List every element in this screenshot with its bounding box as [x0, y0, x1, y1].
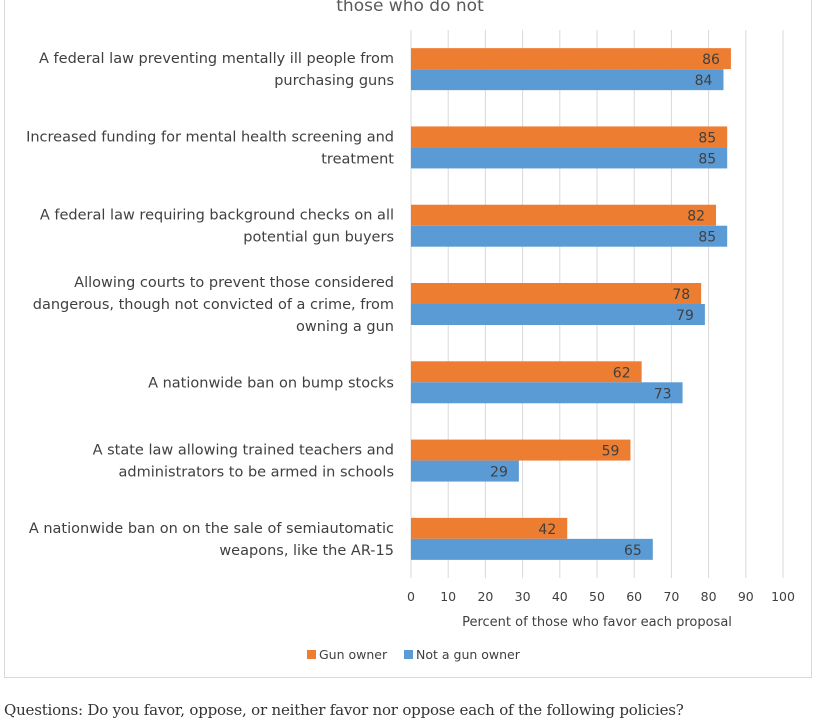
bar-gun-owner: [411, 439, 631, 461]
x-tick-label: 40: [552, 589, 568, 604]
bar-not-gun-owner: [411, 304, 705, 325]
x-tick-label: 90: [738, 589, 754, 604]
legend-label: Gun owner: [319, 647, 388, 662]
bar-not-gun-owner: [411, 538, 653, 560]
chart-frame: [4, 0, 812, 678]
bar-gun-owner: [411, 204, 717, 226]
legend: Gun owner Not a gun owner: [307, 647, 521, 662]
category-label: A federal law preventing mentally ill pe…: [39, 51, 394, 89]
x-tick-label: 0: [407, 589, 415, 604]
x-tick-label: 100: [771, 589, 795, 604]
category-label: Allowing courts to prevent those conside…: [33, 275, 394, 335]
bar-not-gun-owner: [411, 460, 519, 482]
bar-gun-owner: [411, 48, 731, 70]
bar-gun-owner: [411, 283, 702, 304]
data-label: 85: [698, 151, 716, 167]
bar-not-gun-owner: [411, 69, 724, 91]
data-label: 78: [672, 287, 690, 303]
category-label: A state law allowing trained teachers an…: [93, 443, 394, 481]
x-tick-label: 80: [701, 589, 717, 604]
data-label: 79: [676, 308, 694, 324]
x-tick-label: 50: [589, 589, 605, 604]
x-tick-label: 20: [477, 589, 493, 604]
category-label: A nationwide ban on on the sale of semia…: [29, 521, 394, 559]
data-label: 85: [698, 130, 716, 146]
data-label: 82: [687, 209, 705, 225]
legend-swatch: [307, 650, 316, 659]
data-label: 86: [702, 52, 720, 68]
question-text: Questions: Do you favor, oppose, or neit…: [4, 701, 684, 719]
data-label: 42: [538, 522, 556, 538]
data-label: 29: [490, 465, 508, 481]
legend-label: Not a gun owner: [416, 647, 521, 662]
chart-title: those who do not: [336, 0, 484, 16]
data-label: 73: [654, 386, 672, 402]
bar-gun-owner: [411, 361, 642, 383]
data-label: 62: [613, 365, 631, 381]
data-label: 65: [624, 543, 642, 559]
bars: 86 84 85 85 82 85 78 79 62 73 59 29 42 65: [411, 48, 731, 560]
bar-not-gun-owner: [411, 225, 728, 247]
data-label: 84: [695, 73, 713, 89]
x-tick-label: 70: [663, 589, 679, 604]
bar-chart: those who do not 86 84 85 85 82 85 78 79 62 73 59 2…: [26, 0, 795, 662]
x-axis-ticks: 0 10 20 30 40 50 60 70 80 90 100: [407, 589, 795, 604]
x-tick-label: 30: [515, 589, 531, 604]
category-label: A federal law requiring background check…: [40, 208, 394, 246]
x-tick-label: 60: [626, 589, 642, 604]
bar-not-gun-owner: [411, 147, 728, 169]
category-label: A nationwide ban on bump stocks: [148, 375, 394, 391]
data-label: 59: [602, 444, 620, 460]
x-axis-label: Percent of those who favor each proposal: [462, 615, 732, 630]
category-labels: A federal law preventing mentally ill pe…: [26, 51, 394, 559]
x-tick-label: 10: [440, 589, 456, 604]
bar-gun-owner: [411, 126, 728, 148]
legend-swatch: [404, 650, 413, 659]
bar-gun-owner: [411, 517, 568, 539]
category-label: Increased funding for mental health scre…: [26, 129, 394, 167]
data-label: 85: [698, 230, 716, 246]
bar-not-gun-owner: [411, 382, 683, 404]
